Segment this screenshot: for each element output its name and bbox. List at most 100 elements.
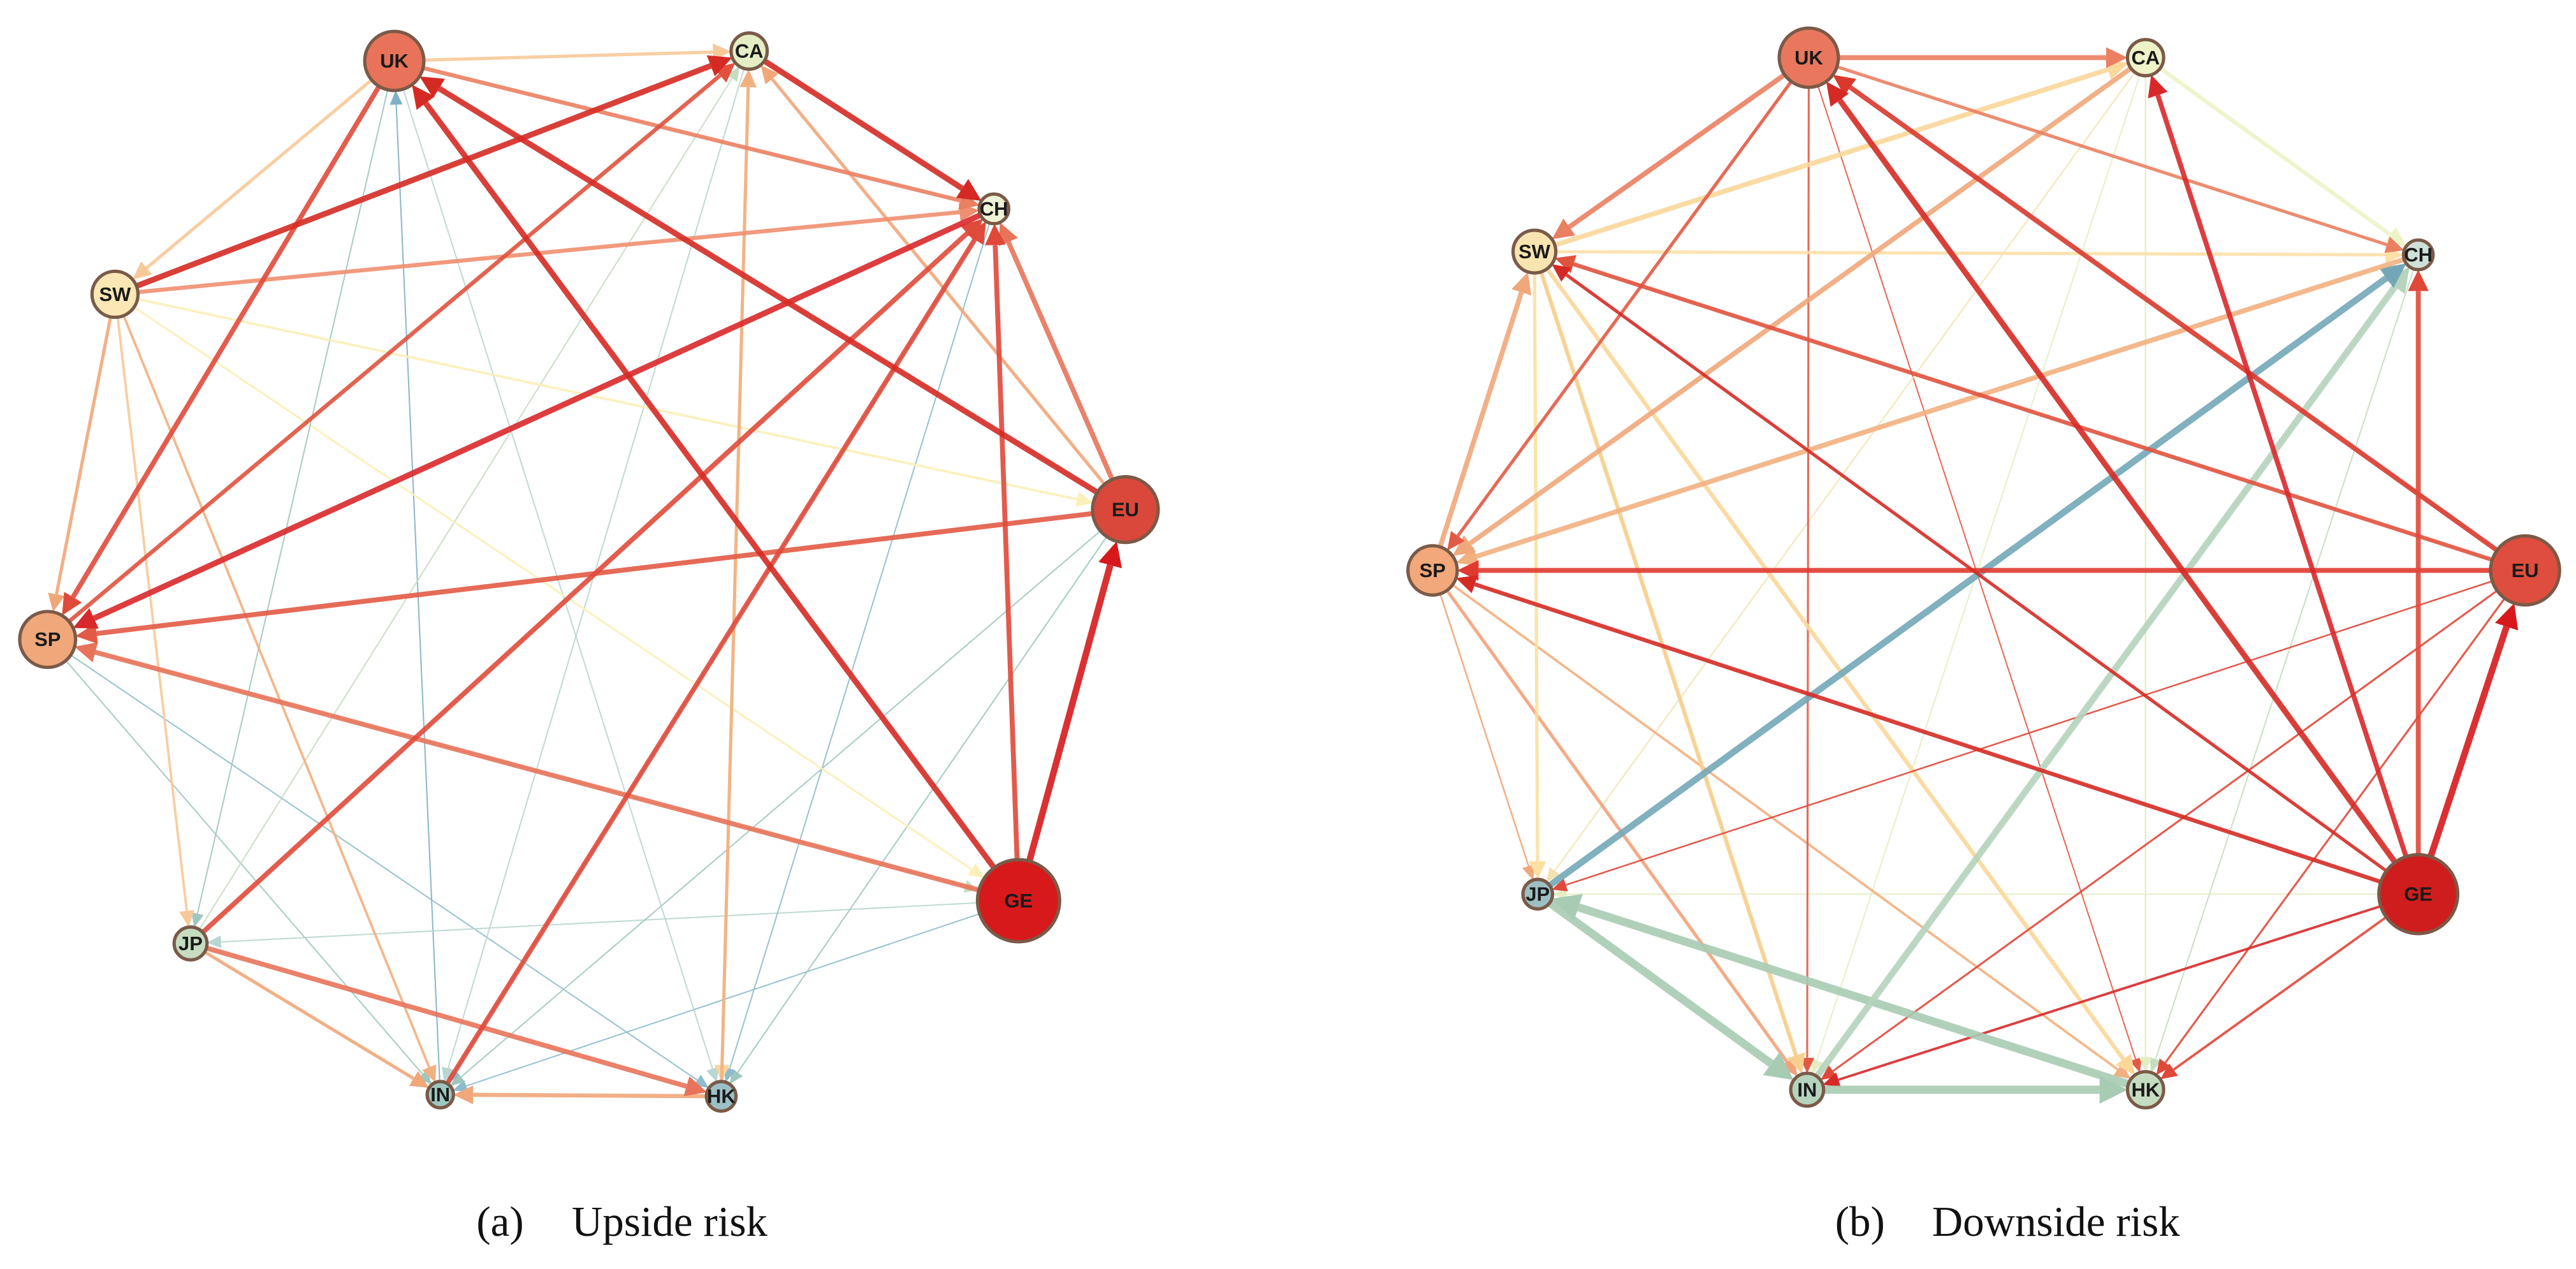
arrowhead [739, 69, 757, 88]
node-label: SP [34, 628, 61, 650]
edge [135, 62, 712, 289]
arrowhead [409, 1071, 430, 1088]
arrowhead [1075, 492, 1093, 507]
node-label: SW [99, 283, 132, 305]
caption-text: Downside risk [1932, 1198, 2180, 1245]
edge [1565, 580, 2493, 886]
edge [737, 536, 1107, 1073]
node-label: JP [178, 932, 203, 955]
edge [196, 89, 389, 914]
edge [729, 223, 991, 1069]
arrowhead [1823, 1072, 1841, 1087]
nodes: UK CA CH SW EU SP GE JP IN HK UK CA CH SW EU SP GE JP IN HK [18, 26, 2561, 1113]
caption-text: Upside risk [572, 1198, 768, 1245]
node-label: JP [1525, 883, 1550, 906]
edge [2164, 598, 2506, 1064]
edge [205, 945, 687, 1089]
arrowhead [453, 1080, 469, 1092]
node [363, 29, 426, 92]
node [1789, 1071, 1826, 1108]
arrowhead [1552, 264, 1571, 282]
edge [1547, 275, 2389, 888]
arrowhead [1546, 867, 1560, 883]
edge [1554, 71, 2136, 872]
node [425, 1080, 455, 1110]
arrowhead [179, 909, 194, 927]
arrowhead [2379, 263, 2406, 288]
node-label: GE [1005, 890, 1033, 912]
node [90, 269, 140, 319]
arrowhead [1833, 75, 1856, 96]
arrowhead [2149, 1057, 2162, 1073]
edge [1837, 98, 2398, 864]
arrowhead [1511, 272, 1532, 296]
edge [203, 950, 415, 1080]
node [1521, 877, 1555, 911]
arrowhead [1787, 1052, 1805, 1075]
node [729, 31, 769, 71]
edge [116, 317, 188, 911]
arrowhead [760, 65, 779, 85]
node-label: CH [980, 198, 1008, 220]
edge [1545, 267, 2125, 1060]
node [2125, 1069, 2165, 1110]
arrowhead [133, 261, 152, 280]
arrowhead [1447, 531, 1465, 551]
edge [1437, 291, 1524, 548]
arrowhead [191, 912, 204, 928]
edge [2155, 94, 2409, 858]
edge [1565, 273, 2388, 872]
edge [198, 78, 733, 930]
node [2489, 534, 2561, 607]
edge [2155, 268, 2415, 1060]
node-label: EU [1112, 499, 1139, 521]
edge [1838, 905, 2382, 1082]
edge [1539, 271, 1798, 1056]
edge [71, 85, 381, 599]
edges [48, 43, 2519, 1104]
edge [1439, 593, 1530, 867]
arrowhead [1456, 575, 1478, 594]
edge [423, 101, 997, 870]
node-label: CA [735, 40, 764, 62]
node [1406, 544, 1459, 597]
arrowhead [2139, 1057, 2153, 1072]
edge [993, 245, 1020, 860]
node-label: UK [380, 50, 409, 72]
arrowhead [2156, 1058, 2171, 1075]
arrowhead [75, 642, 98, 663]
arrowhead [1763, 1052, 1794, 1080]
edge [1468, 66, 2133, 546]
node-label: HK [707, 1085, 736, 1108]
arrowhead [1457, 560, 1479, 581]
edge [422, 66, 961, 203]
edge [201, 231, 969, 934]
arrowhead [706, 55, 732, 77]
node-label: CH [2404, 244, 2433, 266]
edge [720, 87, 750, 1082]
arrowhead [2129, 1057, 2142, 1073]
edge [2427, 625, 2510, 858]
arrowhead [966, 221, 986, 246]
edge [1006, 240, 1115, 481]
edge [1026, 564, 1114, 862]
edge [137, 298, 1078, 501]
arrowhead [984, 223, 1006, 246]
arrowhead [73, 608, 99, 629]
edge [1568, 73, 1786, 230]
edge [2158, 66, 2392, 237]
node-label: UK [1794, 47, 1823, 69]
node [1777, 26, 1840, 89]
edge [1532, 273, 1539, 862]
arrowhead [2115, 1053, 2136, 1075]
arrowhead [956, 179, 982, 201]
edge [1816, 75, 2141, 1061]
arrowhead [968, 863, 985, 878]
node [2125, 38, 2165, 78]
edge [1573, 262, 2493, 562]
node-label: IN [1797, 1078, 1817, 1101]
arrowhead [389, 90, 403, 105]
arrowhead [422, 1064, 437, 1083]
